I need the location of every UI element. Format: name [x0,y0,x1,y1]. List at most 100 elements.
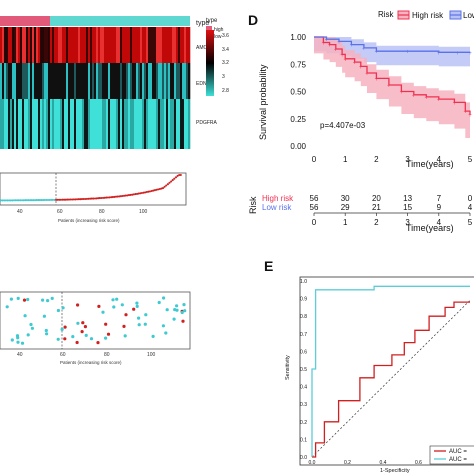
risk-score-point [11,199,14,202]
heatmap-cell [4,27,7,63]
risk-score-point [50,198,53,201]
risk-score-xtick-40: 40 [17,209,23,215]
status-point-alive [183,309,187,313]
heatmap-cell [100,27,103,63]
heatmap-cell [106,99,109,149]
heatmap-cell [72,63,75,99]
heatmap-cell [128,99,131,149]
heatmap-cell [16,27,19,63]
risk-table-value: 29 [341,203,350,212]
risk-score-point [40,199,43,202]
risk-score-point [76,198,79,201]
risk-score-point [157,188,160,191]
status-point-alive [135,301,139,305]
status-point-dead [104,322,108,326]
risk-score-point [165,184,168,187]
km-xtick-label: 2 [374,155,379,164]
risk-score-point [97,197,100,200]
risk-score-point [77,198,80,201]
risk-score-point [79,198,82,201]
heatmap-cell [86,27,89,63]
heatmap-cell [12,63,15,99]
heatmap-cell [2,27,5,63]
heatmap-cell [100,99,103,149]
status-point-alive [161,324,165,328]
roc-diagonal [311,300,471,458]
heatmap-cell [124,99,127,149]
risk-score-point [74,198,77,201]
heatmap-cell [18,63,21,99]
heatmap-cell [156,27,159,63]
km-panel: D Risk High risk Low risk Survival proba… [248,10,474,169]
heatmap-cell [102,63,105,99]
heatmap-cell [140,63,143,99]
km-censor-mark: + [359,65,363,71]
heatmap-cell [94,27,97,63]
roc-ytick-label: 0.1 [300,437,307,443]
risk-score-point [153,189,156,192]
heatmap-cell [188,63,191,99]
heatmap-cell [44,63,47,99]
roc-ytick-label: 0.6 [300,349,307,355]
heatmap-cell [56,99,59,149]
heatmap-panel: type AMOT EDN1 PDGFRA type high low 3.6 … [0,16,229,149]
roc-plot [311,285,471,458]
status-point-alive [104,336,108,340]
heatmap-cell [60,63,63,99]
km-xtick-label: 4 [437,155,442,164]
km-censor-mark: + [328,43,332,49]
heatmap-cell [72,99,75,149]
heatmap-cell [78,99,81,149]
heatmap-cell [186,27,189,63]
km-censor-mark: + [464,110,468,116]
heatmap-cell [50,99,53,149]
heatmap-cell [164,99,167,149]
risk-score-point [160,187,163,190]
risk-score-point [17,199,20,202]
heatmap-cell [20,63,23,99]
heatmap-cell [90,99,93,149]
risk-score-point [108,196,111,199]
km-censor-mark: + [456,51,460,57]
heatmap-cell [54,99,57,149]
heatmap-cell [134,63,137,99]
risk-score-point [38,199,41,202]
risk-score-point [3,199,6,202]
heatmap-cell [36,63,39,99]
heatmap-cell [144,99,147,149]
heatmap-cell [168,27,171,63]
heatmap-cell [116,63,119,99]
roc-ytick-label: 0.7 [300,332,307,338]
heatmap-cell [98,63,101,99]
heatmap-cell [46,63,49,99]
status-point-alive [172,317,176,321]
roc-xlabel: 1-Specificity [380,468,410,474]
heatmap-cell [18,99,21,149]
risk-score-point [27,199,30,202]
risk-score-point [166,183,169,186]
status-point-dead [63,337,67,341]
heatmap-cell [124,63,127,99]
risk-score-point [30,199,33,202]
heatmap-cell [4,63,7,99]
status-point-alive [76,321,80,325]
risk-score-point [119,195,122,198]
heatmap-cell [44,99,47,149]
risk-score-point [55,198,58,201]
risk-table-value: 15 [403,203,412,212]
heatmap-cell [48,99,51,149]
risk-score-point [139,192,142,195]
heatmap-cell [126,99,129,149]
km-censor-mark: + [437,98,441,104]
roc-legend-label-cyan: AUC = [449,457,467,463]
status-point-dead [63,325,67,329]
heatmap-cell [128,27,131,63]
status-point-alive [44,328,48,333]
risk-score-point [178,173,181,177]
risk-score-point [12,199,16,202]
heatmap-cell [164,27,167,63]
heatmap-cell [178,27,181,63]
heatmap-cell [72,27,75,63]
status-point-dead [83,325,87,329]
